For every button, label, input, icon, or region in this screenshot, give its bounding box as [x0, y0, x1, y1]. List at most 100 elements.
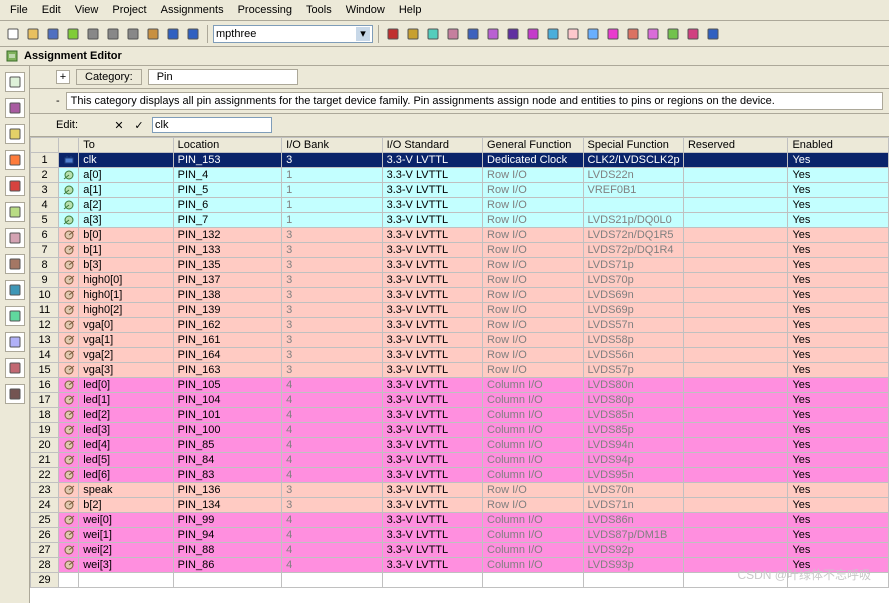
cell-spec[interactable]: LVDS70n — [583, 483, 683, 498]
cell-reserved[interactable] — [683, 363, 787, 378]
cell-enabled[interactable]: Yes — [788, 543, 889, 558]
cell-enabled[interactable]: Yes — [788, 273, 889, 288]
cell-enabled[interactable]: Yes — [788, 498, 889, 513]
table-row[interactable]: 19led[3]PIN_10043.3-V LVTTLColumn I/OLVD… — [31, 423, 889, 438]
cell-location[interactable]: PIN_104 — [173, 393, 282, 408]
cell-reserved[interactable] — [683, 423, 787, 438]
collapse-button[interactable]: - — [56, 95, 60, 107]
cell-reserved[interactable] — [683, 348, 787, 363]
cell-spec[interactable]: LVDS94p — [583, 453, 683, 468]
cell-spec[interactable]: LVDS70p — [583, 273, 683, 288]
table-row[interactable]: 23speakPIN_13633.3-V LVTTLRow I/OLVDS70n… — [31, 483, 889, 498]
cell-std[interactable]: 3.3-V LVTTL — [382, 153, 482, 168]
cell-spec[interactable]: LVDS85n — [583, 408, 683, 423]
cell-location[interactable]: PIN_139 — [173, 303, 282, 318]
cell-enabled[interactable]: Yes — [788, 423, 889, 438]
redo-icon[interactable] — [184, 25, 202, 43]
cell-spec[interactable]: VREF0B1 — [583, 183, 683, 198]
cell-gen[interactable]: Row I/O — [483, 198, 583, 213]
run-icon[interactable] — [544, 25, 562, 43]
loop2-icon[interactable] — [584, 25, 602, 43]
cell-std[interactable]: 3.3-V LVTTL — [382, 183, 482, 198]
table-row[interactable]: 27wei[2]PIN_8843.3-V LVTTLColumn I/OLVDS… — [31, 543, 889, 558]
cell-location[interactable]: PIN_101 — [173, 408, 282, 423]
cell-location[interactable]: PIN_153 — [173, 153, 282, 168]
project-combo[interactable]: mpthree ▾ — [213, 25, 373, 43]
cell-std[interactable]: 3.3-V LVTTL — [382, 393, 482, 408]
check-teal-icon[interactable] — [464, 25, 482, 43]
table-row[interactable]: 10high0[1]PIN_13833.3-V LVTTLRow I/OLVDS… — [31, 288, 889, 303]
table-row[interactable]: 26wei[1]PIN_9443.3-V LVTTLColumn I/OLVDS… — [31, 528, 889, 543]
lefttool-filter-icon[interactable] — [5, 332, 25, 352]
table-row[interactable]: 22led[6]PIN_8343.3-V LVTTLColumn I/OLVDS… — [31, 468, 889, 483]
cell-location[interactable]: PIN_164 — [173, 348, 282, 363]
cell-to[interactable]: led[6] — [79, 468, 173, 483]
paste-icon[interactable] — [144, 25, 162, 43]
cell-to[interactable]: led[0] — [79, 378, 173, 393]
cell-spec[interactable]: LVDS80p — [583, 393, 683, 408]
cell-gen[interactable]: Row I/O — [483, 498, 583, 513]
expand-button[interactable]: + — [56, 70, 70, 84]
cell-spec[interactable]: LVDS71p — [583, 258, 683, 273]
cell-bank[interactable]: 3 — [282, 333, 382, 348]
cell-location[interactable]: PIN_4 — [173, 168, 282, 183]
cell-spec[interactable]: LVDS72p/DQ1R4 — [583, 243, 683, 258]
table-row[interactable]: 4a[2]PIN_613.3-V LVTTLRow I/OYes — [31, 198, 889, 213]
cell-spec[interactable]: LVDS95n — [583, 468, 683, 483]
cell-enabled[interactable]: Yes — [788, 333, 889, 348]
cell-to[interactable]: speak — [79, 483, 173, 498]
cell-location[interactable]: PIN_7 — [173, 213, 282, 228]
table-row[interactable]: 7b[1]PIN_13333.3-V LVTTLRow I/OLVDS72p/D… — [31, 243, 889, 258]
cell-enabled[interactable]: Yes — [788, 258, 889, 273]
cell-reserved[interactable] — [683, 558, 787, 573]
table-row[interactable]: 29 — [31, 573, 889, 588]
cell-location[interactable]: PIN_85 — [173, 438, 282, 453]
stop-icon[interactable] — [384, 25, 402, 43]
cell-std[interactable]: 3.3-V LVTTL — [382, 213, 482, 228]
cell-std[interactable]: 3.3-V LVTTL — [382, 528, 482, 543]
col-header[interactable]: I/O Bank — [282, 138, 382, 153]
cell-spec[interactable]: LVDS72n/DQ1R5 — [583, 228, 683, 243]
cell-gen[interactable]: Column I/O — [483, 378, 583, 393]
cell-reserved[interactable] — [683, 213, 787, 228]
menu-help[interactable]: Help — [393, 2, 428, 18]
cell-to[interactable]: wei[0] — [79, 513, 173, 528]
menu-processing[interactable]: Processing — [232, 2, 298, 18]
cell-to[interactable]: led[4] — [79, 438, 173, 453]
cell-reserved[interactable] — [683, 468, 787, 483]
table-row[interactable]: 16led[0]PIN_10543.3-V LVTTLColumn I/OLVD… — [31, 378, 889, 393]
cell-bank[interactable]: 3 — [282, 228, 382, 243]
cell-std[interactable]: 3.3-V LVTTL — [382, 453, 482, 468]
cell-gen[interactable]: Dedicated Clock — [483, 153, 583, 168]
cell-reserved[interactable] — [683, 438, 787, 453]
col-header[interactable]: To — [79, 138, 173, 153]
cell-enabled[interactable]: Yes — [788, 408, 889, 423]
cell-enabled[interactable]: Yes — [788, 183, 889, 198]
download-icon[interactable] — [604, 25, 622, 43]
cell-gen[interactable]: Row I/O — [483, 258, 583, 273]
cell-enabled[interactable]: Yes — [788, 213, 889, 228]
grid-wrap[interactable]: ToLocationI/O BankI/O StandardGeneral Fu… — [30, 137, 889, 603]
lefttool-doc-icon[interactable] — [5, 124, 25, 144]
cell-std[interactable]: 3.3-V LVTTL — [382, 363, 482, 378]
cell-gen[interactable]: Column I/O — [483, 528, 583, 543]
cell-reserved[interactable] — [683, 528, 787, 543]
cell-bank[interactable]: 3 — [282, 363, 382, 378]
cell-gen[interactable]: Column I/O — [483, 408, 583, 423]
cell-gen[interactable]: Row I/O — [483, 333, 583, 348]
col-header[interactable]: Enabled — [788, 138, 889, 153]
cell-to[interactable]: vga[1] — [79, 333, 173, 348]
cell-enabled[interactable]: Yes — [788, 153, 889, 168]
copy-icon[interactable] — [124, 25, 142, 43]
cell-bank[interactable]: 3 — [282, 153, 382, 168]
table-row[interactable]: 18led[2]PIN_10143.3-V LVTTLColumn I/OLVD… — [31, 408, 889, 423]
cell-to[interactable]: a[0] — [79, 168, 173, 183]
cell-enabled[interactable]: Yes — [788, 483, 889, 498]
cell-enabled[interactable]: Yes — [788, 558, 889, 573]
cell-gen[interactable]: Column I/O — [483, 468, 583, 483]
lefttool-gear-icon[interactable] — [5, 150, 25, 170]
cell-spec[interactable]: LVDS69n — [583, 288, 683, 303]
cell-reserved[interactable] — [683, 318, 787, 333]
menu-view[interactable]: View — [69, 2, 105, 18]
table-row[interactable]: 25wei[0]PIN_9943.3-V LVTTLColumn I/OLVDS… — [31, 513, 889, 528]
